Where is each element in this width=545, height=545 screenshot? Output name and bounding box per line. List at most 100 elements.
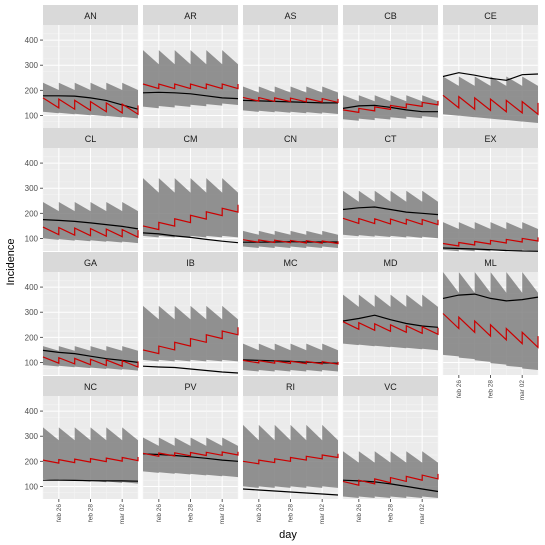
panel-ri: RI feb 26 feb 28 mar 02 — [242, 376, 339, 525]
observed-line — [142, 232, 239, 244]
y-tick-label: 200 — [25, 209, 39, 218]
x-tick-label: feb 28 — [288, 504, 295, 522]
observed-line — [142, 91, 239, 100]
forecast-line — [242, 96, 339, 104]
panel-pv: PV feb 26 feb 28 mar 02 — [142, 376, 239, 525]
panel-strip — [43, 376, 138, 396]
panel-strip — [343, 5, 438, 25]
forecast-line — [42, 456, 139, 464]
panel-ga: GA 100 200 300 400 — [25, 252, 139, 375]
panel-ce: CE — [442, 5, 539, 128]
y-tick-label: 200 — [25, 333, 39, 342]
panel-strip — [343, 376, 438, 396]
panel-strip — [343, 252, 438, 272]
forecast-line — [242, 453, 339, 465]
prediction-interval-band — [243, 343, 338, 372]
panel-strip-label: NC — [84, 382, 97, 392]
observed-line — [142, 365, 239, 374]
panel-strip-label: IB — [186, 258, 195, 268]
prediction-interval-band — [143, 50, 238, 109]
x-tick-label: feb 26 — [356, 504, 363, 522]
forecast-line — [242, 359, 339, 365]
x-tick-label: feb 26 — [156, 504, 163, 522]
panel-an: AN 100 200 300 400 — [25, 5, 139, 128]
y-tick-label: 200 — [25, 86, 39, 95]
panel-cn: CN — [242, 128, 339, 251]
x-axis-title: day — [279, 529, 297, 541]
panel-strip-label: VC — [384, 382, 397, 392]
panel-strip — [143, 376, 238, 396]
prediction-interval-band — [343, 451, 438, 498]
panel-strip — [243, 252, 338, 272]
panel-strip-label: MC — [284, 258, 298, 268]
forecast-line — [342, 473, 439, 486]
x-tick-label: feb 28 — [88, 504, 95, 522]
y-tick-label: 300 — [25, 432, 39, 441]
panel-strip — [243, 5, 338, 25]
panel-strip-label: CM — [184, 134, 198, 144]
x-tick-label: feb 28 — [188, 504, 195, 522]
panel-strip-label: CB — [384, 11, 397, 21]
forecast-line — [142, 327, 239, 355]
panel-ct: CT — [342, 128, 439, 251]
panel-strip-label: PV — [184, 382, 196, 392]
panel-strip — [443, 128, 538, 148]
y-tick-label: 300 — [25, 61, 39, 70]
prediction-interval-band — [243, 230, 338, 248]
y-axis-title: Incidence — [5, 238, 17, 285]
panel-cb: CB — [342, 5, 439, 128]
x-tick-label: mar 02 — [119, 504, 126, 525]
x-tick-label: feb 28 — [388, 504, 395, 522]
y-tick-label: 400 — [25, 159, 39, 168]
panel-strip — [243, 376, 338, 396]
panel-strip — [143, 252, 238, 272]
panel-as: AS — [242, 5, 339, 128]
x-tick-label: feb 26 — [56, 504, 63, 522]
panel-mc: MC — [242, 252, 339, 375]
panel-strip-label: AN — [84, 11, 97, 21]
x-tick-label: mar 02 — [419, 504, 426, 525]
panel-strip-label: CT — [385, 134, 397, 144]
panel-strip-label: AS — [284, 11, 296, 21]
panel-strip-label: CE — [484, 11, 497, 21]
y-tick-label: 100 — [25, 482, 39, 491]
prediction-interval-band — [143, 178, 238, 238]
y-tick-label: 100 — [25, 234, 39, 243]
observed-line — [442, 72, 539, 81]
forecast-line — [42, 226, 139, 239]
panel-nc: NC 100 200 300 400 feb 26 feb 28 mar 02 — [25, 376, 139, 525]
panel-strip-label: AR — [184, 11, 197, 21]
y-tick-label: 100 — [25, 358, 39, 367]
observed-line — [342, 314, 439, 328]
observed-line — [442, 293, 539, 302]
observed-line — [43, 479, 139, 482]
panel-strip-label: GA — [84, 258, 97, 268]
observed-line — [442, 247, 539, 252]
forecast-line — [442, 313, 539, 349]
observed-line — [42, 219, 139, 230]
panel-md: MD — [342, 252, 439, 375]
y-tick-label: 200 — [25, 457, 39, 466]
x-tick-label: mar 02 — [319, 504, 326, 525]
y-tick-label: 400 — [25, 407, 39, 416]
panel-strip — [443, 5, 538, 25]
panel-ib: IB — [142, 252, 239, 375]
panel-strip-label: CN — [284, 134, 297, 144]
panels-layer: AN 100 200 300 400 AR AS CB CE CL 100 200 300 400 CM CN… — [25, 5, 539, 525]
y-tick-label: 400 — [25, 36, 39, 45]
panel-strip — [443, 252, 538, 272]
observed-line — [342, 206, 439, 216]
observed-line — [242, 488, 339, 496]
forecast-line — [42, 97, 139, 116]
panel-strip — [43, 5, 138, 25]
panel-strip — [43, 252, 138, 272]
panel-vc: VC feb 26 feb 28 mar 02 — [342, 376, 439, 525]
x-tick-label: feb 26 — [256, 504, 263, 522]
panel-strip-label: RI — [286, 382, 295, 392]
y-tick-label: 400 — [25, 283, 39, 292]
x-tick-label: mar 02 — [219, 504, 226, 525]
panel-strip — [43, 128, 138, 148]
x-tick-label: mar 02 — [519, 380, 526, 401]
panel-ml: ML feb 26 feb 28 mar 02 — [442, 252, 539, 401]
y-tick-label: 300 — [25, 184, 39, 193]
